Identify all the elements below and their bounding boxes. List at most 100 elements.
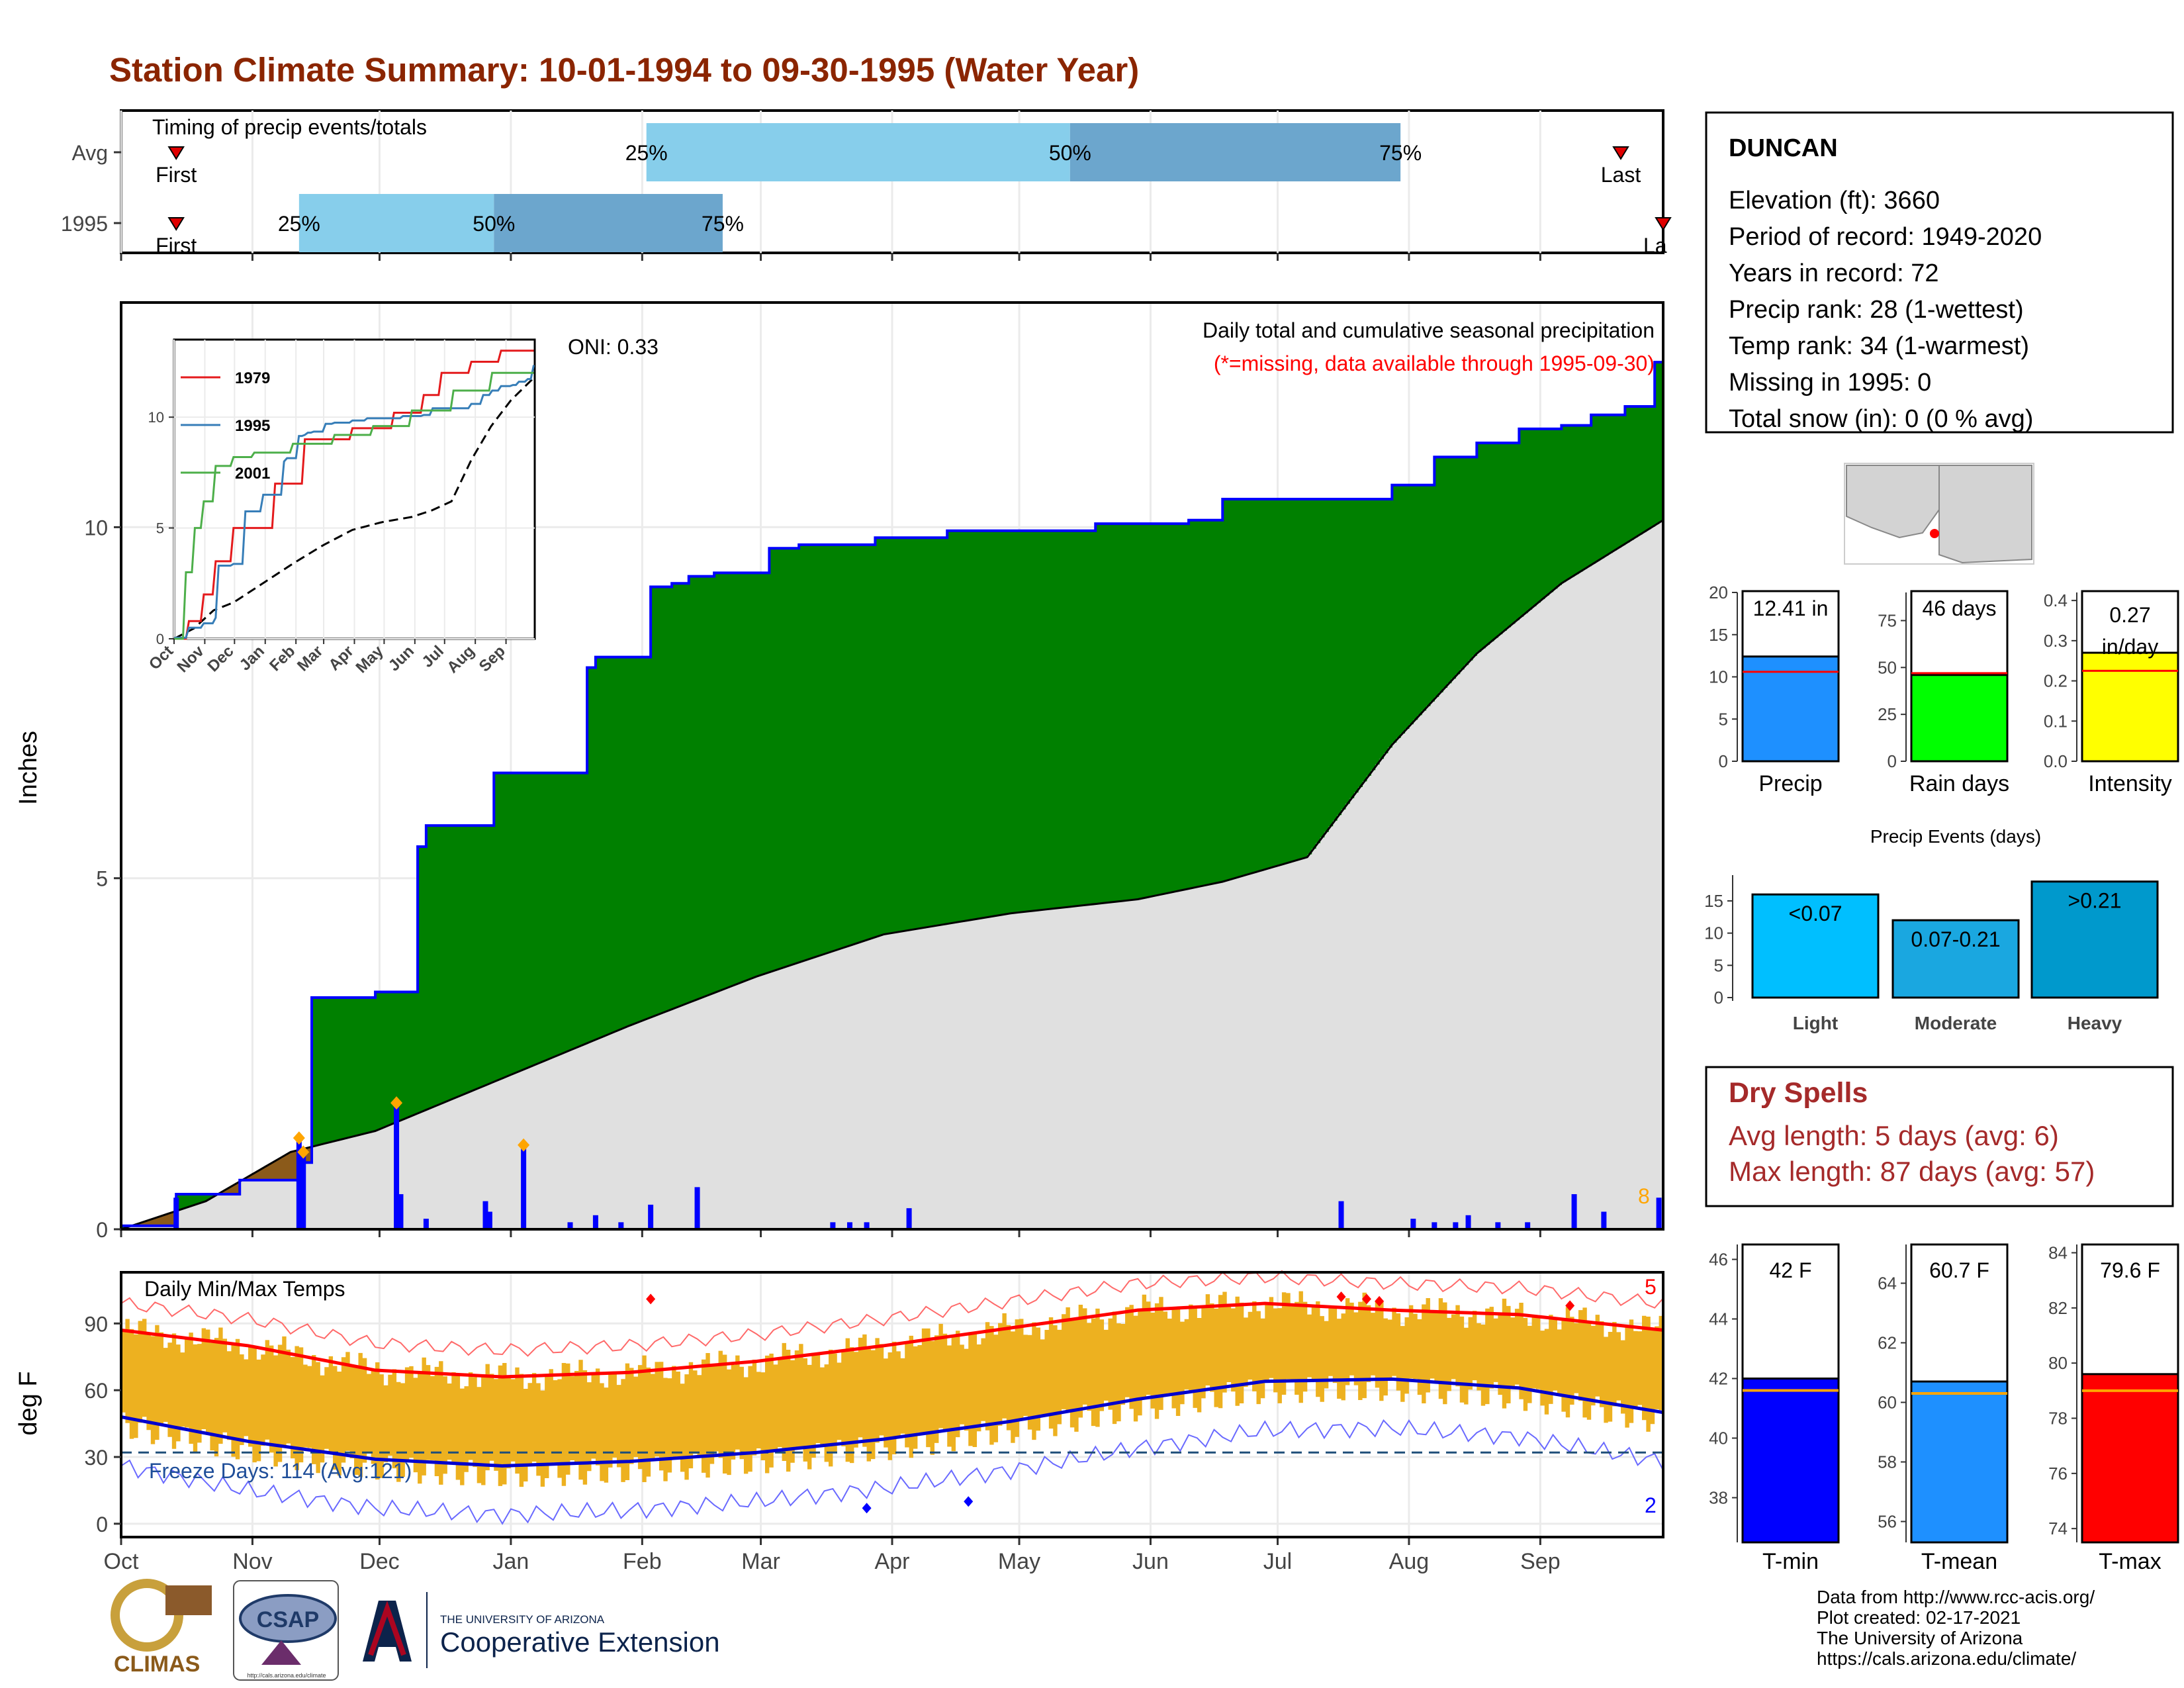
missing-count: 8 <box>1638 1184 1650 1208</box>
timing-p25-label: 25% <box>278 212 320 236</box>
footer-credit-line: Plot created: 02-17-2021 <box>1817 1607 2021 1628</box>
month-axis-label: Feb <box>623 1549 662 1574</box>
precip-panel: 0 5 10 Inches Daily total and cumulative s… <box>15 301 1664 1242</box>
footer: CLIMAS CSAP http://cals.arizona.edu/clim… <box>111 1579 2095 1681</box>
temp-stat-label: T-mean <box>1921 1549 1997 1574</box>
temp-y-label: deg F <box>15 1371 42 1435</box>
station-detail-line: Years in record: 72 <box>1729 259 1939 287</box>
footer-credits: Data from http://www.rcc-acis.org/Plot c… <box>1817 1587 2095 1669</box>
month-axis-label: Apr <box>875 1549 910 1574</box>
stat-bar-y-tick-label: 25 <box>1878 704 1897 724</box>
ua-university-text: THE UNIVERSITY OF ARIZONA <box>440 1613 605 1626</box>
last-event-label: La <box>1643 234 1667 258</box>
timing-p75-label: 75% <box>702 212 744 236</box>
temp-stat-y-tick-label: 62 <box>1878 1333 1897 1353</box>
temp-stat-y-tick-label: 80 <box>2048 1353 2068 1373</box>
temp-stat-bar-t-mean: 56 58 60 62 64 60.7 F T-mean <box>1878 1243 2009 1574</box>
inset-legend-label: 2001 <box>235 465 270 483</box>
daily-precip-bar <box>906 1208 912 1229</box>
climas-logo-text: CLIMAS <box>114 1652 200 1677</box>
daily-precip-bar <box>423 1219 429 1229</box>
oni-value: ONI: 0.33 <box>568 335 659 359</box>
stat-bar-label: Intensity <box>2088 771 2172 796</box>
daily-precip-bar <box>694 1187 700 1229</box>
daily-precip-bar <box>1495 1222 1501 1229</box>
temp-stat-value-bar <box>2081 1373 2179 1544</box>
stat-bar-intensity: 0.0 0.1 0.2 0.3 0.4 0.27 in/day Intensity <box>2044 590 2179 796</box>
timing-p50-label: 50% <box>1049 141 1091 165</box>
daily-precip-bar <box>394 1103 400 1229</box>
last-event-marker-icon <box>1655 217 1672 231</box>
precip-daily-bars <box>173 1096 1662 1229</box>
dry-spells-frame <box>1705 1066 2174 1207</box>
temp-stat-value-label: 79.6 F <box>2100 1258 2160 1282</box>
stat-bar-value-label: 46 days <box>1922 596 1996 620</box>
timing-bar-50-75 <box>1069 123 1401 181</box>
precip-event-label: Light <box>1793 1013 1838 1033</box>
stat-bar-value-label-line: 12.41 in <box>1753 596 1829 620</box>
daily-precip-bar <box>486 1211 492 1229</box>
daily-precip-bar <box>846 1222 852 1229</box>
record-high-marker <box>646 1293 656 1305</box>
month-axis-label: Jan <box>492 1549 529 1574</box>
first-event-marker-icon <box>167 217 185 231</box>
daily-precip-bar <box>592 1215 598 1229</box>
last-event-marker-icon <box>1612 146 1629 160</box>
temp-stat-y-tick-label: 46 <box>1709 1250 1728 1270</box>
inset-y-tick-label: 5 <box>156 520 164 537</box>
precip-events-title: Precip Events (days) <box>1870 826 2041 847</box>
temp-y-axis: 0 30 60 90 <box>84 1312 121 1536</box>
daily-precip-bar <box>864 1222 870 1229</box>
temp-stat-y-tick-label: 60 <box>1878 1393 1897 1413</box>
stat-bar-y-tick-label: 50 <box>1878 657 1897 677</box>
timing-bar-25-50 <box>298 194 494 252</box>
station-detail-line: Missing in 1995: 0 <box>1729 369 1931 397</box>
stat-bar-precip: 0 5 10 15 20 12.41 in Precip <box>1709 583 1840 796</box>
events-y-tick-label: 10 <box>1704 923 1723 943</box>
precip-events-bars: 0 5 10 15 <0.07 Light 0.07-0.21 Moderate >0.21 He… <box>1704 875 2159 1033</box>
annual-stat-bars: 0 5 10 15 20 12.41 in Precip 0 25 50 75 46 days Rain… <box>1709 583 2179 796</box>
stat-bar-value <box>1910 674 2009 763</box>
temp-y-tick-label: 30 <box>84 1446 108 1470</box>
precip-event-bar <box>2030 880 2159 999</box>
temp-stat-y-tick-label: 74 <box>2048 1519 2068 1538</box>
stat-bar-value-label-line: 0.27 <box>2109 603 2150 627</box>
timing-p50-label: 50% <box>473 212 515 236</box>
extreme-precip-marker <box>518 1138 530 1152</box>
timing-bar-50-75 <box>494 194 723 252</box>
station-detail-line: Period of record: 1949-2020 <box>1729 223 2042 251</box>
stat-bar-label: Precip <box>1758 771 1822 796</box>
daily-precip-bar <box>1338 1201 1344 1229</box>
stat-bar-y-tick-label: 20 <box>1709 583 1728 602</box>
temp-stat-y-tick-label: 58 <box>1878 1452 1897 1472</box>
month-axis: Oct Nov Dec Jan Feb Mar Apr May Jun Jul Aug Sep <box>104 1549 1561 1574</box>
timing-bar-25-50 <box>646 123 1070 181</box>
stat-bar-value-label: 12.41 in <box>1753 596 1829 620</box>
record-low-marker <box>964 1496 974 1507</box>
ua-a-inner-icon <box>368 1601 406 1656</box>
inset-y-tick-label: 0 <box>156 631 164 647</box>
inset-average-line <box>173 376 536 640</box>
temp-stat-value-label: 60.7 F <box>1929 1258 1989 1282</box>
stat-bar-y-tick-label: 0.2 <box>2044 671 2068 691</box>
month-axis-label: Sep <box>1520 1549 1561 1574</box>
dry-spells-max: Max length: 87 days (avg: 57) <box>1729 1156 2095 1187</box>
timing-p75-label: 75% <box>1379 141 1422 165</box>
precip-event-bar <box>1751 893 1880 999</box>
stat-bar-value <box>1741 655 1840 763</box>
station-detail-line: Total snow (in): 0 (0 % avg) <box>1729 405 2033 433</box>
precip-event-range-label: >0.21 <box>2068 889 2122 913</box>
daily-precip-bar <box>1410 1219 1416 1229</box>
month-axis-label: May <box>998 1549 1040 1574</box>
temp-stat-y-tick-label: 42 <box>1709 1369 1728 1389</box>
freeze-days-text: Freeze Days: 114 (Avg:121) <box>149 1459 412 1483</box>
precip-panel-frame <box>120 301 1664 1231</box>
figure-title: Station Climate Summary: 10-01-1994 to 0… <box>109 51 1139 89</box>
footer-credit-line: The University of Arizona <box>1817 1628 2023 1648</box>
ua-logo: THE UNIVERSITY OF ARIZONA Cooperative Ex… <box>363 1592 720 1668</box>
record-high-marker <box>1361 1293 1371 1305</box>
csap-mountain-icon <box>261 1640 301 1665</box>
daily-temp-range-bars <box>121 1291 1663 1487</box>
station-name: DUNCAN <box>1729 134 1838 162</box>
